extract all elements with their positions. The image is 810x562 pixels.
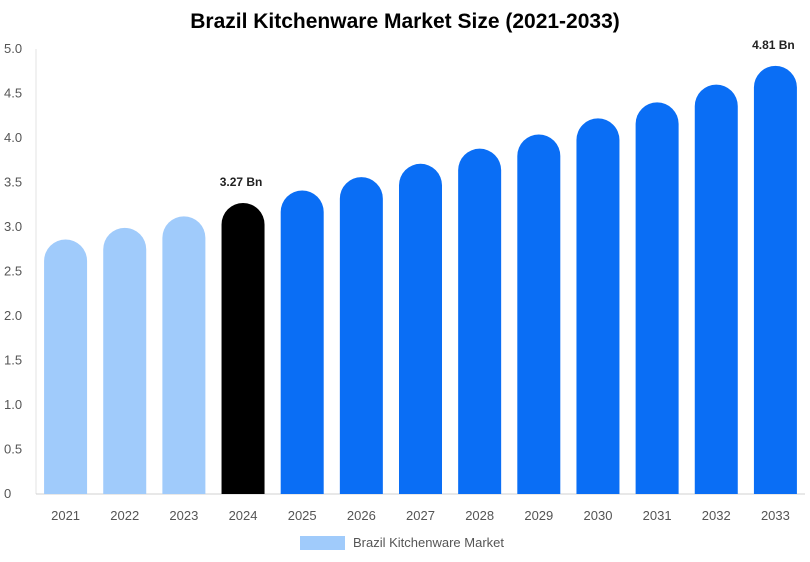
y-tick-label: 3.5 — [4, 175, 22, 190]
y-tick-label: 0.5 — [4, 442, 22, 457]
bar-chart: 0 0.5 1.0 1.5 2.0 2.5 3.0 3.5 4.0 4.5 5.0 2021 2022 2… — [4, 38, 805, 523]
data-label-2033: 4.81 Bn — [752, 38, 795, 52]
x-tick-label: 2024 — [229, 508, 258, 523]
bar-2025[interactable] — [280, 190, 324, 494]
x-tick-label: 2030 — [584, 508, 613, 523]
x-tick-label: 2032 — [702, 508, 731, 523]
bar-2029[interactable] — [517, 134, 561, 494]
y-tick-label: 2.5 — [4, 264, 22, 279]
legend-swatch — [300, 535, 345, 550]
bar-2022[interactable] — [103, 227, 147, 494]
x-tick-label: 2023 — [169, 508, 198, 523]
bar-2030[interactable] — [576, 118, 620, 495]
legend[interactable]: Brazil Kitchenware Market — [300, 535, 504, 550]
y-tick-label: 2.0 — [4, 308, 22, 323]
bar-2033[interactable] — [753, 65, 797, 494]
bar-2032[interactable] — [694, 84, 738, 494]
bar-2031[interactable] — [635, 102, 679, 495]
bar-2026[interactable] — [339, 177, 383, 495]
y-tick-label: 4.5 — [4, 86, 22, 101]
bar-2023[interactable] — [162, 216, 206, 494]
x-tick-label: 2021 — [51, 508, 80, 523]
bar-2027[interactable] — [399, 163, 442, 495]
chart-title: Brazil Kitchenware Market Size (2021-203… — [190, 10, 620, 33]
x-tick-label: 2033 — [761, 508, 790, 523]
x-tick-label: 2029 — [524, 508, 553, 523]
y-tick-label: 5.0 — [4, 41, 22, 56]
x-tick-label: 2031 — [643, 508, 672, 523]
bar-2024[interactable] — [221, 202, 265, 494]
y-tick-label: 1.0 — [4, 397, 22, 412]
x-tick-label: 2027 — [406, 508, 435, 523]
y-tick-label: 0 — [4, 486, 11, 501]
y-tick-label: 3.0 — [4, 219, 22, 234]
x-tick-label: 2026 — [347, 508, 376, 523]
x-tick-label: 2025 — [288, 508, 317, 523]
data-label-2024: 3.27 Bn — [220, 175, 263, 189]
x-tick-label: 2028 — [465, 508, 494, 523]
bar-2021[interactable] — [44, 239, 88, 494]
x-tick-label: 2022 — [110, 508, 139, 523]
y-tick-label: 4.0 — [4, 130, 22, 145]
y-tick-label: 1.5 — [4, 353, 22, 368]
legend-label: Brazil Kitchenware Market — [353, 535, 504, 550]
bar-2028[interactable] — [458, 148, 502, 494]
